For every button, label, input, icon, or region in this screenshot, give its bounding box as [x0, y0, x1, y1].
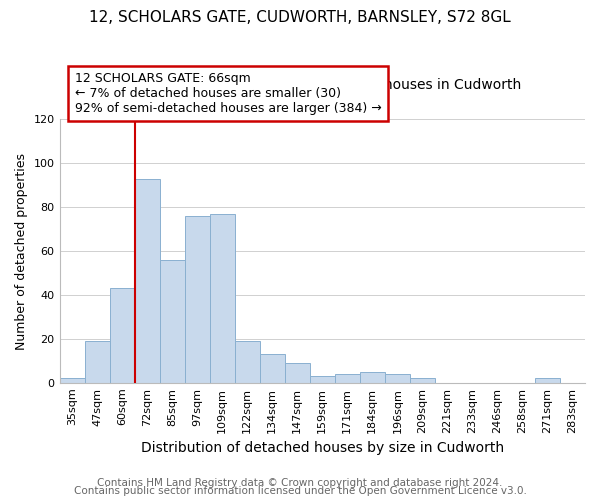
Bar	[310, 376, 335, 383]
Text: Contains HM Land Registry data © Crown copyright and database right 2024.: Contains HM Land Registry data © Crown c…	[97, 478, 503, 488]
Bar	[160, 260, 185, 383]
Bar	[285, 363, 310, 383]
Text: Contains public sector information licensed under the Open Government Licence v3: Contains public sector information licen…	[74, 486, 526, 496]
Bar	[209, 214, 235, 383]
Y-axis label: Number of detached properties: Number of detached properties	[15, 152, 28, 350]
Bar	[235, 341, 260, 383]
Bar	[260, 354, 285, 383]
Bar	[335, 374, 360, 383]
X-axis label: Distribution of detached houses by size in Cudworth: Distribution of detached houses by size …	[141, 441, 504, 455]
Text: 12 SCHOLARS GATE: 66sqm
← 7% of detached houses are smaller (30)
92% of semi-det: 12 SCHOLARS GATE: 66sqm ← 7% of detached…	[74, 72, 382, 115]
Bar	[110, 288, 134, 383]
Bar	[185, 216, 209, 383]
Bar	[535, 378, 560, 383]
Bar	[134, 178, 160, 383]
Bar	[360, 372, 385, 383]
Title: Size of property relative to detached houses in Cudworth: Size of property relative to detached ho…	[124, 78, 521, 92]
Text: 12, SCHOLARS GATE, CUDWORTH, BARNSLEY, S72 8GL: 12, SCHOLARS GATE, CUDWORTH, BARNSLEY, S…	[89, 10, 511, 25]
Bar	[410, 378, 435, 383]
Bar	[59, 378, 85, 383]
Bar	[85, 341, 110, 383]
Bar	[385, 374, 410, 383]
